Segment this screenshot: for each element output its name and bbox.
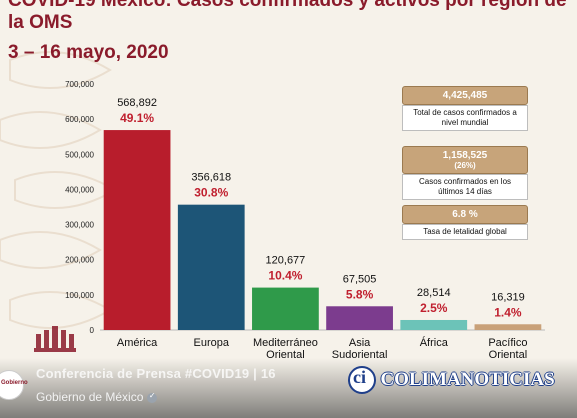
x-category-label: Europa (194, 337, 230, 349)
bar (326, 306, 393, 330)
summary-recent-description: Casos confirmados en los últimos 14 días (402, 174, 528, 200)
x-category-label: América (117, 337, 158, 349)
bar-value-label: 28,514 (417, 287, 451, 299)
bar (474, 324, 542, 330)
bar-percent-label: 5.8% (346, 287, 374, 301)
y-tick-label: 600,000 (65, 115, 94, 124)
bar-value-label: 16,319 (491, 291, 525, 303)
bar-value-label: 356,618 (191, 172, 231, 184)
page-subtitle: 3 – 16 mayo, 2020 (8, 42, 169, 63)
summary-recent-value: 1,158,525 (442, 150, 488, 161)
summary-lethality-value: 6.8 % (402, 205, 528, 224)
watermark-text: COLIMANOTICIAS (380, 369, 555, 390)
summary-box-recent: 1,158,525 (26%) Casos confirmados en los… (402, 146, 528, 200)
x-category-label: Mediterráneo (253, 337, 318, 349)
bar-percent-label: 1.4% (494, 305, 522, 319)
verified-icon (147, 391, 158, 403)
x-category-label: Asia (349, 337, 371, 349)
y-tick-label: 100,000 (65, 291, 94, 300)
channel-name[interactable]: Gobierno de México (36, 390, 144, 404)
bar (103, 130, 171, 330)
y-tick-label: 700,000 (65, 80, 94, 89)
summary-total-value: 4,425,485 (402, 86, 528, 105)
bar (177, 204, 245, 330)
avatar-text: Gobierno (1, 380, 28, 386)
bar-percent-label: 49.1% (120, 111, 154, 125)
y-tick-label: 400,000 (65, 185, 94, 194)
x-category-label: África (420, 336, 449, 349)
emblem-icon (34, 326, 76, 352)
summary-total-description: Total de casos confirmados a nivel mundi… (402, 105, 528, 131)
bar-percent-label: 10.4% (268, 269, 302, 283)
y-tick-label: 500,000 (65, 150, 94, 159)
summary-recent-value-block: 1,158,525 (26%) (402, 146, 528, 174)
channel-row[interactable]: Gobierno de México (36, 390, 158, 404)
bar-value-label: 120,677 (266, 255, 306, 267)
watermark-logo-icon (348, 366, 376, 394)
stream-title[interactable]: Conferencia de Prensa #COVID19 | 16 (36, 366, 276, 381)
channel-avatar[interactable]: Gobierno (0, 370, 28, 400)
bar-percent-label: 2.5% (420, 301, 448, 315)
bar (252, 287, 319, 330)
watermark: COLIMANOTICIAS (348, 366, 555, 394)
summary-recent-percent: (26%) (454, 161, 476, 170)
summary-lethality-description: Tasa de letalidad global (402, 224, 528, 240)
bar-value-label: 568,892 (117, 97, 157, 109)
video-overlay (0, 358, 577, 418)
y-tick-label: 300,000 (65, 221, 94, 230)
summary-box-total: 4,425,485 Total de casos confirmados a n… (402, 86, 528, 131)
bar-percent-label: 30.8% (194, 186, 228, 200)
y-tick-label: 0 (90, 326, 95, 335)
page-title: COVID-19 México: Casos confirmados y act… (8, 0, 567, 33)
summary-box-lethality: 6.8 % Tasa de letalidad global (402, 205, 528, 240)
bar-value-label: 67,505 (343, 273, 377, 285)
x-category-label: Pacífico (488, 337, 527, 349)
y-tick-label: 200,000 (65, 256, 94, 265)
bar (400, 319, 468, 330)
